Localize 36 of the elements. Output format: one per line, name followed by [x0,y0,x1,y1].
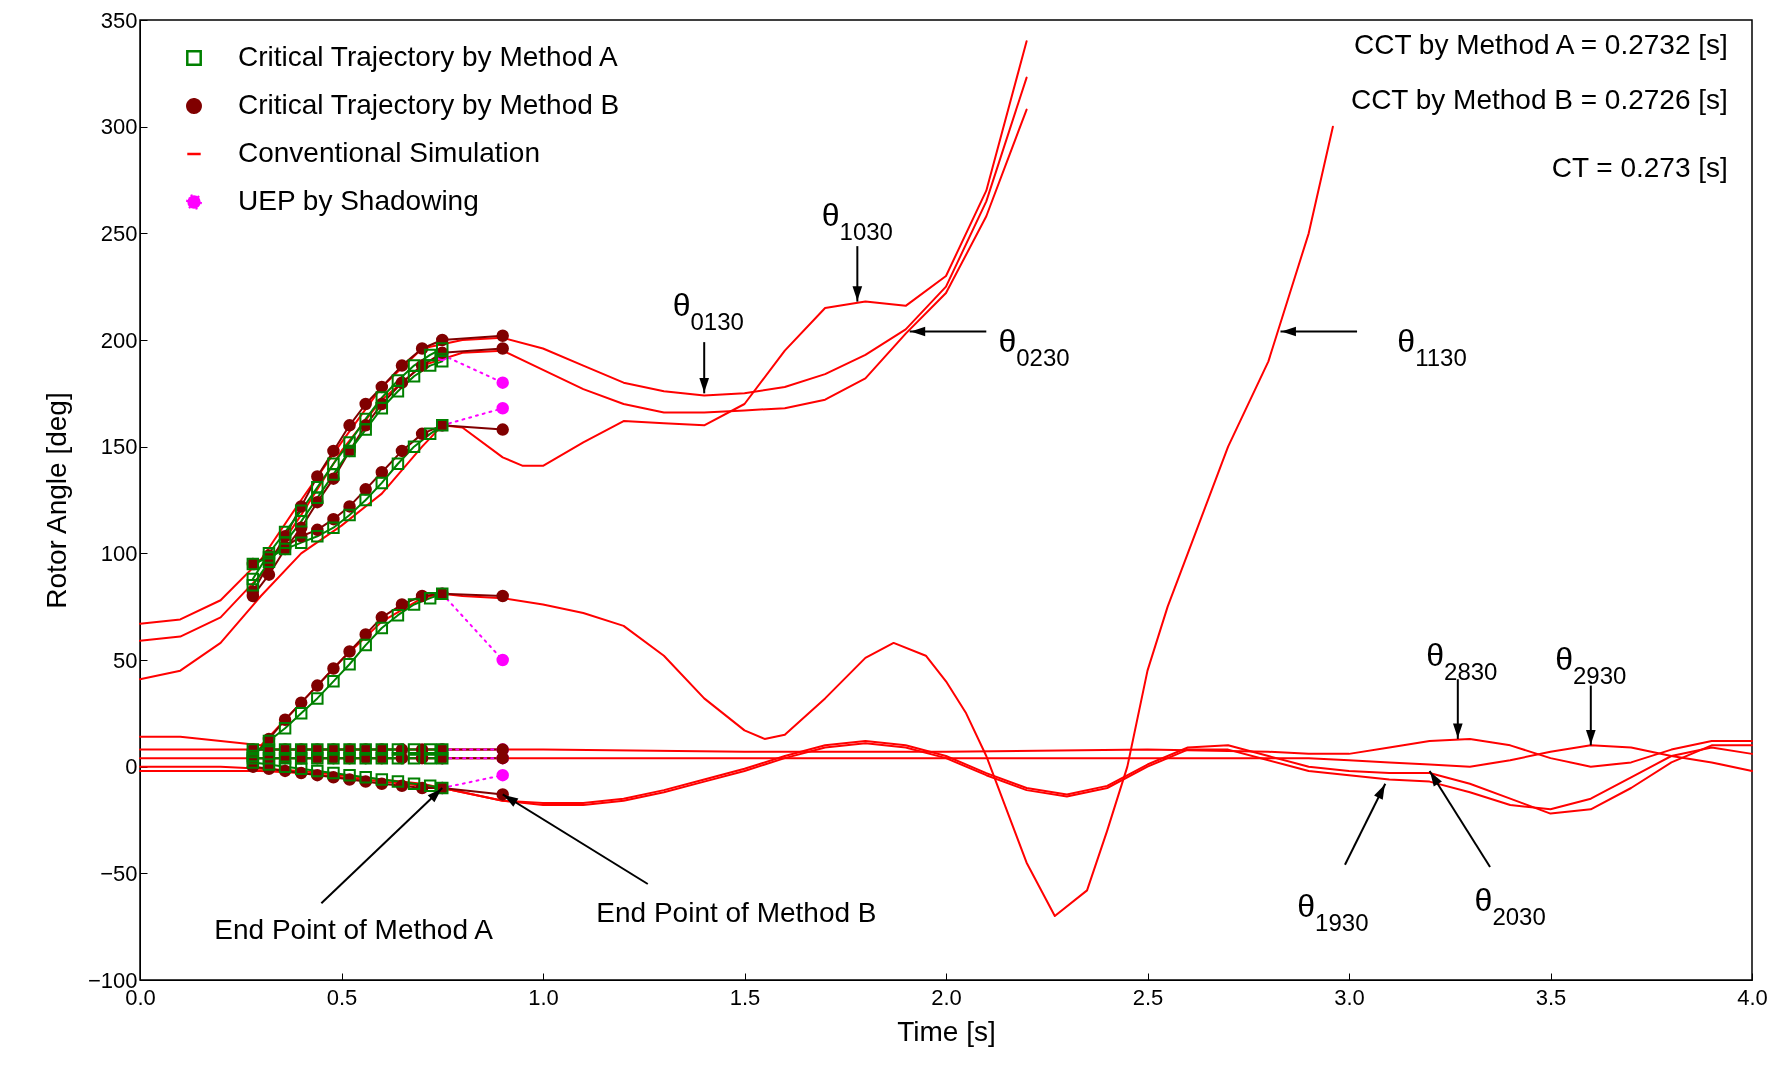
annotation: θ$_{2030}$ [1474,882,1546,930]
y-axis-title: Rotor Angle [deg] [40,392,72,609]
y-tick-label: 50 [113,647,138,673]
y-tick-label: 150 [100,434,138,460]
x-tick-label: 1.0 [528,984,559,1010]
y-tick-label: −50 [100,860,138,886]
legend-label: Critical Trajectory by Method B [238,89,620,120]
annotation: CCT by Method B = 0.2726 [s] [1350,84,1728,116]
annotation: CCT by Method A = 0.2732 [s] [1353,28,1728,60]
y-tick-label: 300 [100,114,138,140]
x-tick-label: 2.0 [931,984,962,1010]
x-axis-title: Time [s] [897,1015,996,1047]
annotation: End Point of Method A [214,913,494,945]
annotation: θ$_{2930}$ [1555,641,1627,689]
x-tick-label: 4.0 [1737,984,1768,1010]
y-tick-label: 350 [100,7,138,33]
annotation: θ$_{0130}$ [672,286,744,335]
x-tick-label: 1.5 [729,984,761,1010]
legend-label: Critical Trajectory by Method A [238,41,619,72]
x-tick-label: 2.5 [1132,984,1164,1010]
y-tick-label: 250 [100,220,138,246]
annotation: θ$_{2830}$ [1426,636,1498,685]
annotation: End Point of Method B [596,896,877,928]
x-tick-label: 3.5 [1535,984,1567,1010]
y-tick-label: 200 [100,327,138,353]
annotation: CT = 0.273 [s] [1551,152,1728,184]
y-tick-label: 100 [100,540,138,566]
annotation: θ$_{1130}$ [1397,323,1467,371]
legend-label: Conventional Simulation [238,137,540,168]
annotation: θ$_{1930}$ [1297,888,1369,936]
x-tick-label: 0.5 [326,984,358,1010]
annotation: θ$_{1030}$ [821,197,893,245]
x-tick-label: 3.0 [1334,984,1365,1010]
y-tick-label: 0 [125,754,138,780]
legend-label: UEP by Shadowing [238,185,479,216]
annotation: θ$_{0230}$ [998,323,1070,371]
